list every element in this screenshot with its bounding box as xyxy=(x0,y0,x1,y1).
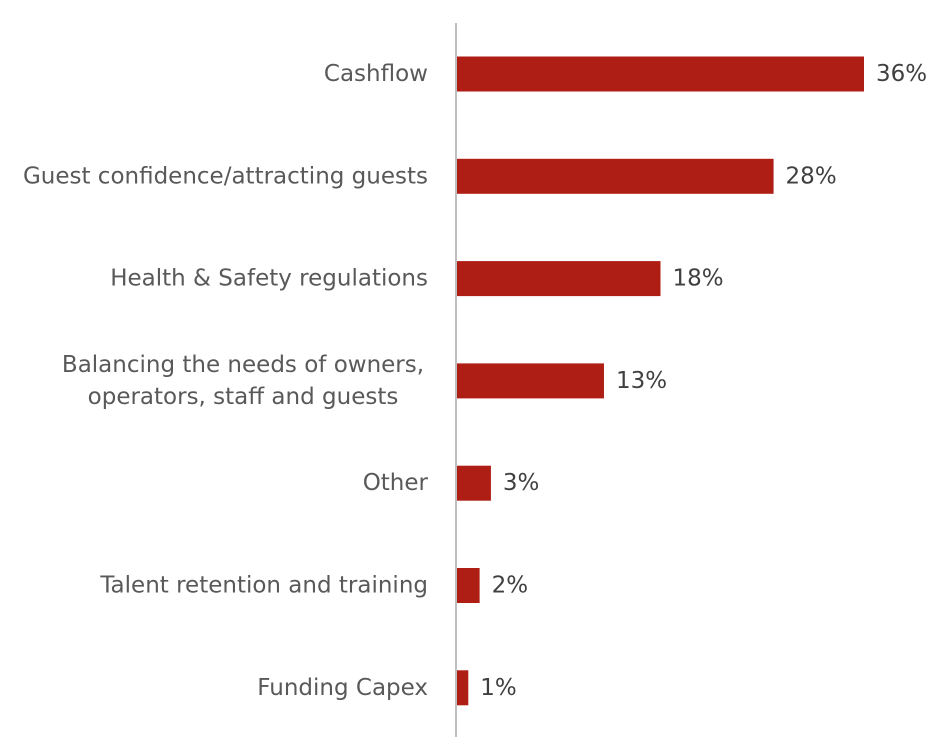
value-label-2: 28% xyxy=(786,163,837,189)
category-label-line: Balancing the needs of owners, xyxy=(62,352,424,378)
value-label-1: 36% xyxy=(876,61,927,87)
bar-4 xyxy=(457,363,604,399)
category-label-7: Funding Capex xyxy=(257,675,428,701)
bar-6 xyxy=(457,568,480,603)
value-labels-group: 36% 28% 18% 13% 3% 2% 1% xyxy=(480,61,927,701)
category-label-line: operators, staff and guests xyxy=(88,384,399,410)
bar-2 xyxy=(457,158,774,194)
category-label-2: Guest confidence/attracting guests xyxy=(23,163,428,189)
bar-3 xyxy=(457,261,661,297)
bars-group xyxy=(457,56,864,706)
bar-7 xyxy=(457,670,469,706)
category-label-4: Balancing the needs of owners, operators,… xyxy=(62,352,424,410)
value-label-3: 18% xyxy=(673,266,724,292)
value-label-5: 3% xyxy=(503,470,539,496)
category-label-3: Health & Safety regulations xyxy=(110,266,428,292)
bar-1 xyxy=(457,56,864,92)
category-label-6: Talent retention and training xyxy=(99,573,428,599)
value-label-7: 1% xyxy=(480,675,517,701)
value-label-4: 13% xyxy=(616,368,667,394)
category-labels-group: Cashflow Guest confidence/attracting gues… xyxy=(23,61,429,701)
category-label-1: Cashflow xyxy=(324,61,428,87)
category-label-5: Other xyxy=(363,470,429,496)
value-label-6: 2% xyxy=(492,573,528,599)
bar-5 xyxy=(457,465,491,501)
